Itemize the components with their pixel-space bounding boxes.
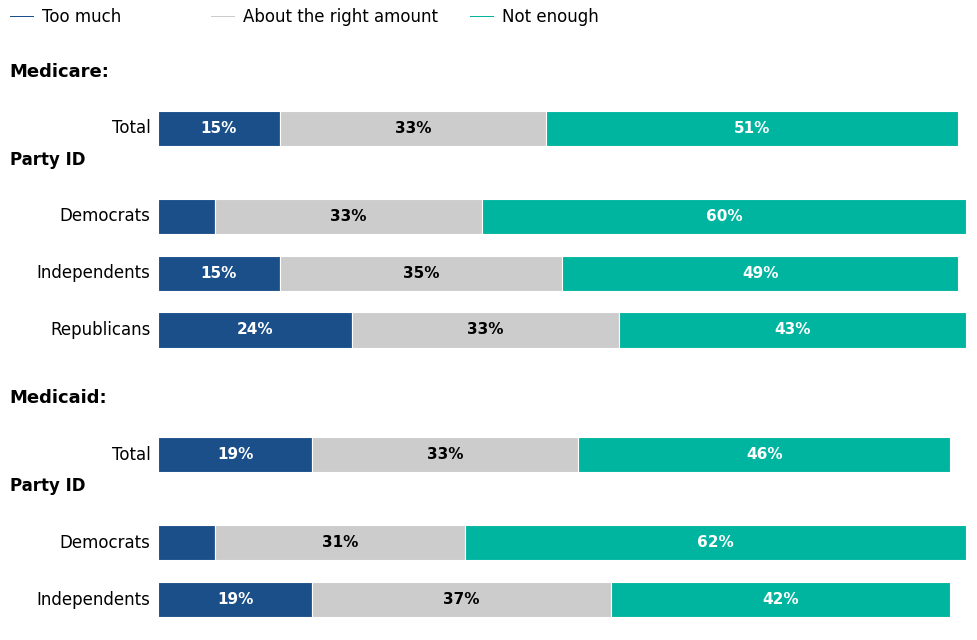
Text: 15%: 15% [200,121,236,136]
FancyBboxPatch shape [211,16,234,17]
Text: 37%: 37% [443,592,479,607]
Bar [158,111,279,146]
Text: Party ID: Party ID [10,150,85,169]
Text: Medicare:: Medicare: [10,63,109,81]
Text: 19%: 19% [217,592,253,607]
Bar [465,525,965,561]
Bar [545,111,957,146]
Bar [158,312,352,348]
Text: 43%: 43% [774,323,810,337]
Bar [158,255,279,291]
Bar [312,582,611,617]
Text: About the right amount: About the right amount [242,8,438,26]
Bar [279,111,545,146]
Bar [577,437,950,472]
Text: Independents: Independents [37,591,150,609]
Text: 35%: 35% [403,266,439,281]
Bar [352,312,618,348]
Bar [158,582,312,617]
Bar [562,255,957,291]
Bar [481,199,965,234]
Text: 31%: 31% [321,535,358,550]
Text: 15%: 15% [200,266,236,281]
Text: 33%: 33% [329,209,366,224]
Text: Democrats: Democrats [60,534,150,552]
Text: 42%: 42% [761,592,798,607]
Text: Party ID: Party ID [10,477,85,495]
Text: 60%: 60% [704,209,742,224]
Text: Republicans: Republicans [50,321,150,339]
Text: Democrats: Democrats [60,207,150,225]
Text: 33%: 33% [467,323,503,337]
Text: Medicaid:: Medicaid: [10,389,107,407]
Text: Not enough: Not enough [501,8,598,26]
Bar [215,199,481,234]
Text: 49%: 49% [742,266,778,281]
Bar [618,312,965,348]
Bar [158,525,215,561]
Text: Total: Total [111,446,150,464]
Bar [279,255,562,291]
Text: 62%: 62% [697,535,734,550]
Bar [312,437,577,472]
Bar [611,582,950,617]
FancyBboxPatch shape [469,16,493,17]
FancyBboxPatch shape [10,16,34,17]
Text: 24%: 24% [236,323,274,337]
Text: 46%: 46% [745,447,782,462]
Bar [158,199,215,234]
Text: 33%: 33% [394,121,431,136]
Text: 33%: 33% [427,447,463,462]
Text: Total: Total [111,120,150,138]
Bar [215,525,465,561]
Text: 19%: 19% [217,447,253,462]
Text: Independents: Independents [37,264,150,282]
Text: 51%: 51% [734,121,770,136]
Text: Too much: Too much [42,8,121,26]
Bar [158,437,312,472]
